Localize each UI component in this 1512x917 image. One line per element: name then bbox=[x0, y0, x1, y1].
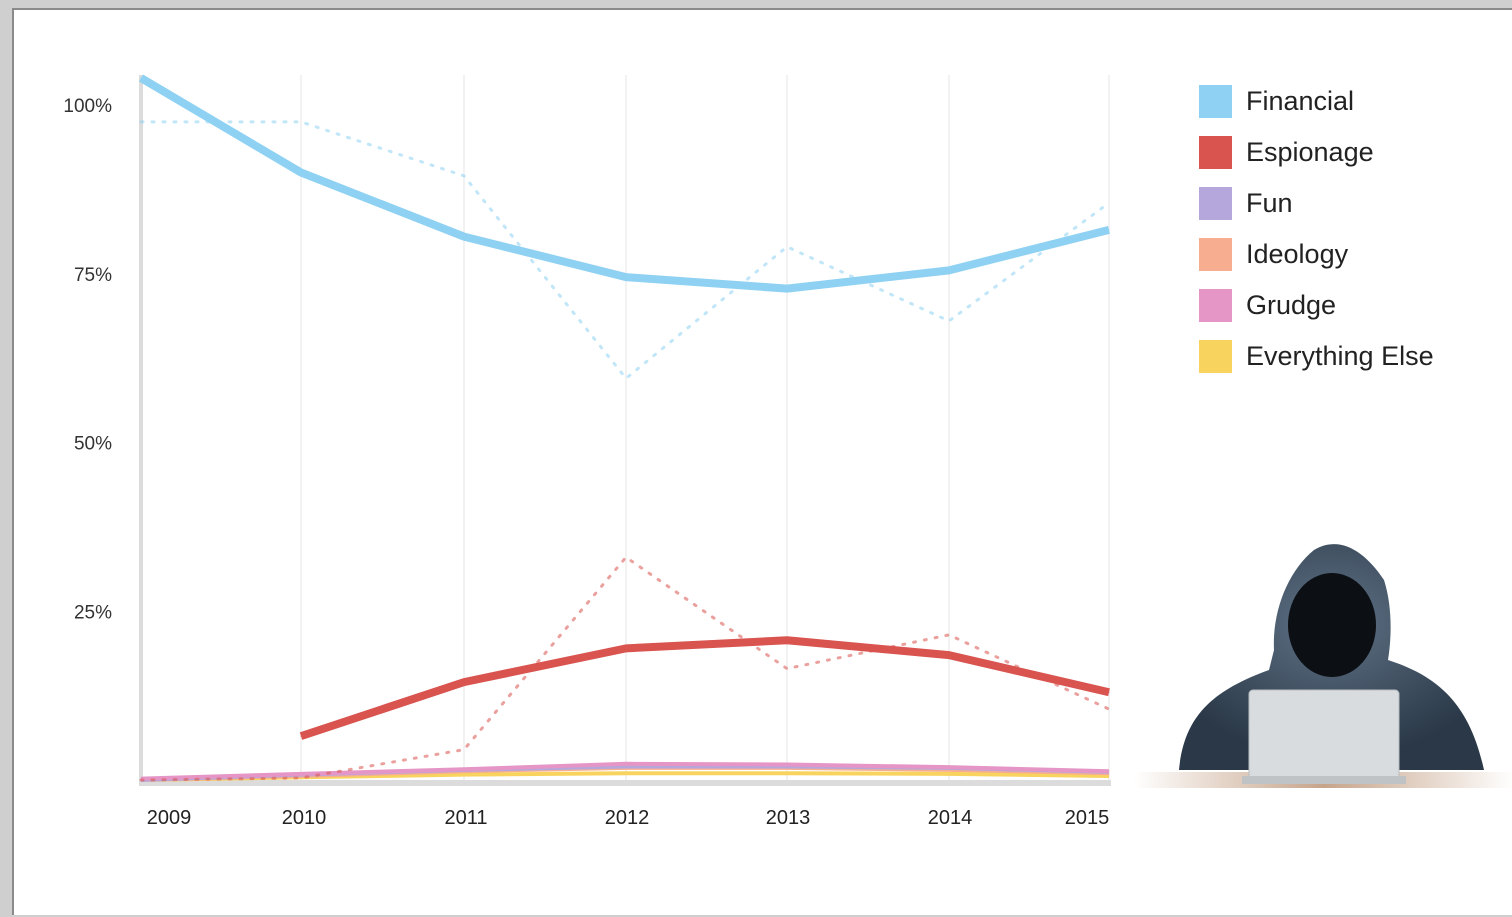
legend-swatch bbox=[1199, 136, 1232, 169]
series-raw-line-espionage bbox=[139, 555, 1111, 782]
legend-item: Fun bbox=[1199, 178, 1434, 229]
dark-face bbox=[1288, 573, 1376, 677]
data-point bbox=[1108, 775, 1110, 777]
legend-label: Fun bbox=[1246, 188, 1293, 218]
x-tick-label: 2009 bbox=[147, 807, 192, 829]
data-point bbox=[948, 773, 950, 775]
data-point bbox=[625, 763, 627, 765]
data-point bbox=[463, 774, 465, 775]
data-point bbox=[300, 172, 302, 173]
data-point bbox=[463, 681, 465, 683]
data-point bbox=[625, 772, 627, 774]
x-tick-label: 2015 bbox=[1065, 807, 1110, 829]
legend-swatch bbox=[1199, 289, 1232, 322]
legend-label: Everything Else bbox=[1246, 341, 1434, 371]
laptop-base bbox=[1242, 776, 1406, 784]
y-axis-ticks: 100% 75% 50% 25% bbox=[63, 96, 112, 623]
legend-item: Everything Else bbox=[1199, 331, 1434, 382]
x-tick-label: 2012 bbox=[605, 807, 650, 829]
grid-lines bbox=[300, 75, 1110, 780]
x-tick-label: 2013 bbox=[766, 807, 811, 829]
legend-item: Financial bbox=[1199, 76, 1434, 127]
y-tick-label: 100% bbox=[63, 96, 112, 117]
legend-label: Ideology bbox=[1246, 239, 1349, 269]
series-line-financial bbox=[138, 74, 1110, 293]
chart-frame: 100% 75% 50% 25% 2009 2010 2011 2012 2013 2014 20… bbox=[12, 8, 1512, 915]
data-point bbox=[786, 639, 788, 641]
legend-label: Financial bbox=[1246, 86, 1355, 116]
legend-swatch bbox=[1199, 340, 1232, 373]
y-tick-label: 75% bbox=[74, 265, 112, 286]
x-tick-label: 2011 bbox=[444, 807, 487, 829]
data-point bbox=[1108, 691, 1110, 693]
data-point bbox=[1108, 229, 1110, 231]
legend-label: Grudge bbox=[1246, 290, 1337, 320]
data-point bbox=[463, 236, 465, 238]
legend-swatch bbox=[1199, 238, 1232, 271]
data-point bbox=[786, 288, 788, 290]
data-point bbox=[786, 764, 788, 765]
line-chart: 100%75%50%25% 2009 2010 2011 2012 2013 2014 20… bbox=[63, 74, 1512, 829]
legend-item: Ideology bbox=[1199, 229, 1434, 280]
data-point bbox=[625, 647, 627, 649]
data-point bbox=[140, 77, 142, 79]
data-point bbox=[1108, 770, 1110, 772]
data-point bbox=[948, 654, 950, 656]
legend-swatch bbox=[1199, 187, 1232, 220]
series-line-espionage bbox=[299, 636, 1110, 740]
legend: Financial Espionage Fun Ideology Grudge Every… bbox=[1199, 76, 1434, 382]
x-tick-label: 2014 bbox=[928, 807, 973, 829]
hacker-illustration bbox=[1134, 544, 1512, 788]
y-tick-label: 50% bbox=[74, 434, 112, 455]
legend-item: Espionage bbox=[1199, 127, 1434, 178]
laptop bbox=[1248, 689, 1400, 783]
series-lines bbox=[138, 74, 1111, 782]
data-point bbox=[625, 766, 627, 767]
data-point bbox=[948, 766, 950, 768]
y-tick-label: 25% bbox=[74, 602, 112, 623]
data-point bbox=[300, 735, 302, 737]
legend-swatch bbox=[1199, 85, 1232, 118]
legend-label: Espionage bbox=[1246, 137, 1374, 167]
legend-item: Grudge bbox=[1199, 280, 1434, 331]
data-point bbox=[625, 276, 627, 278]
data-point bbox=[948, 269, 950, 271]
x-tick-label: 2010 bbox=[282, 807, 327, 829]
data-point bbox=[786, 772, 788, 774]
data-point bbox=[300, 773, 302, 775]
data-point bbox=[463, 768, 465, 770]
x-axis-ticks: 2009 2010 2011 2012 2013 2014 2015 bbox=[147, 807, 1110, 829]
